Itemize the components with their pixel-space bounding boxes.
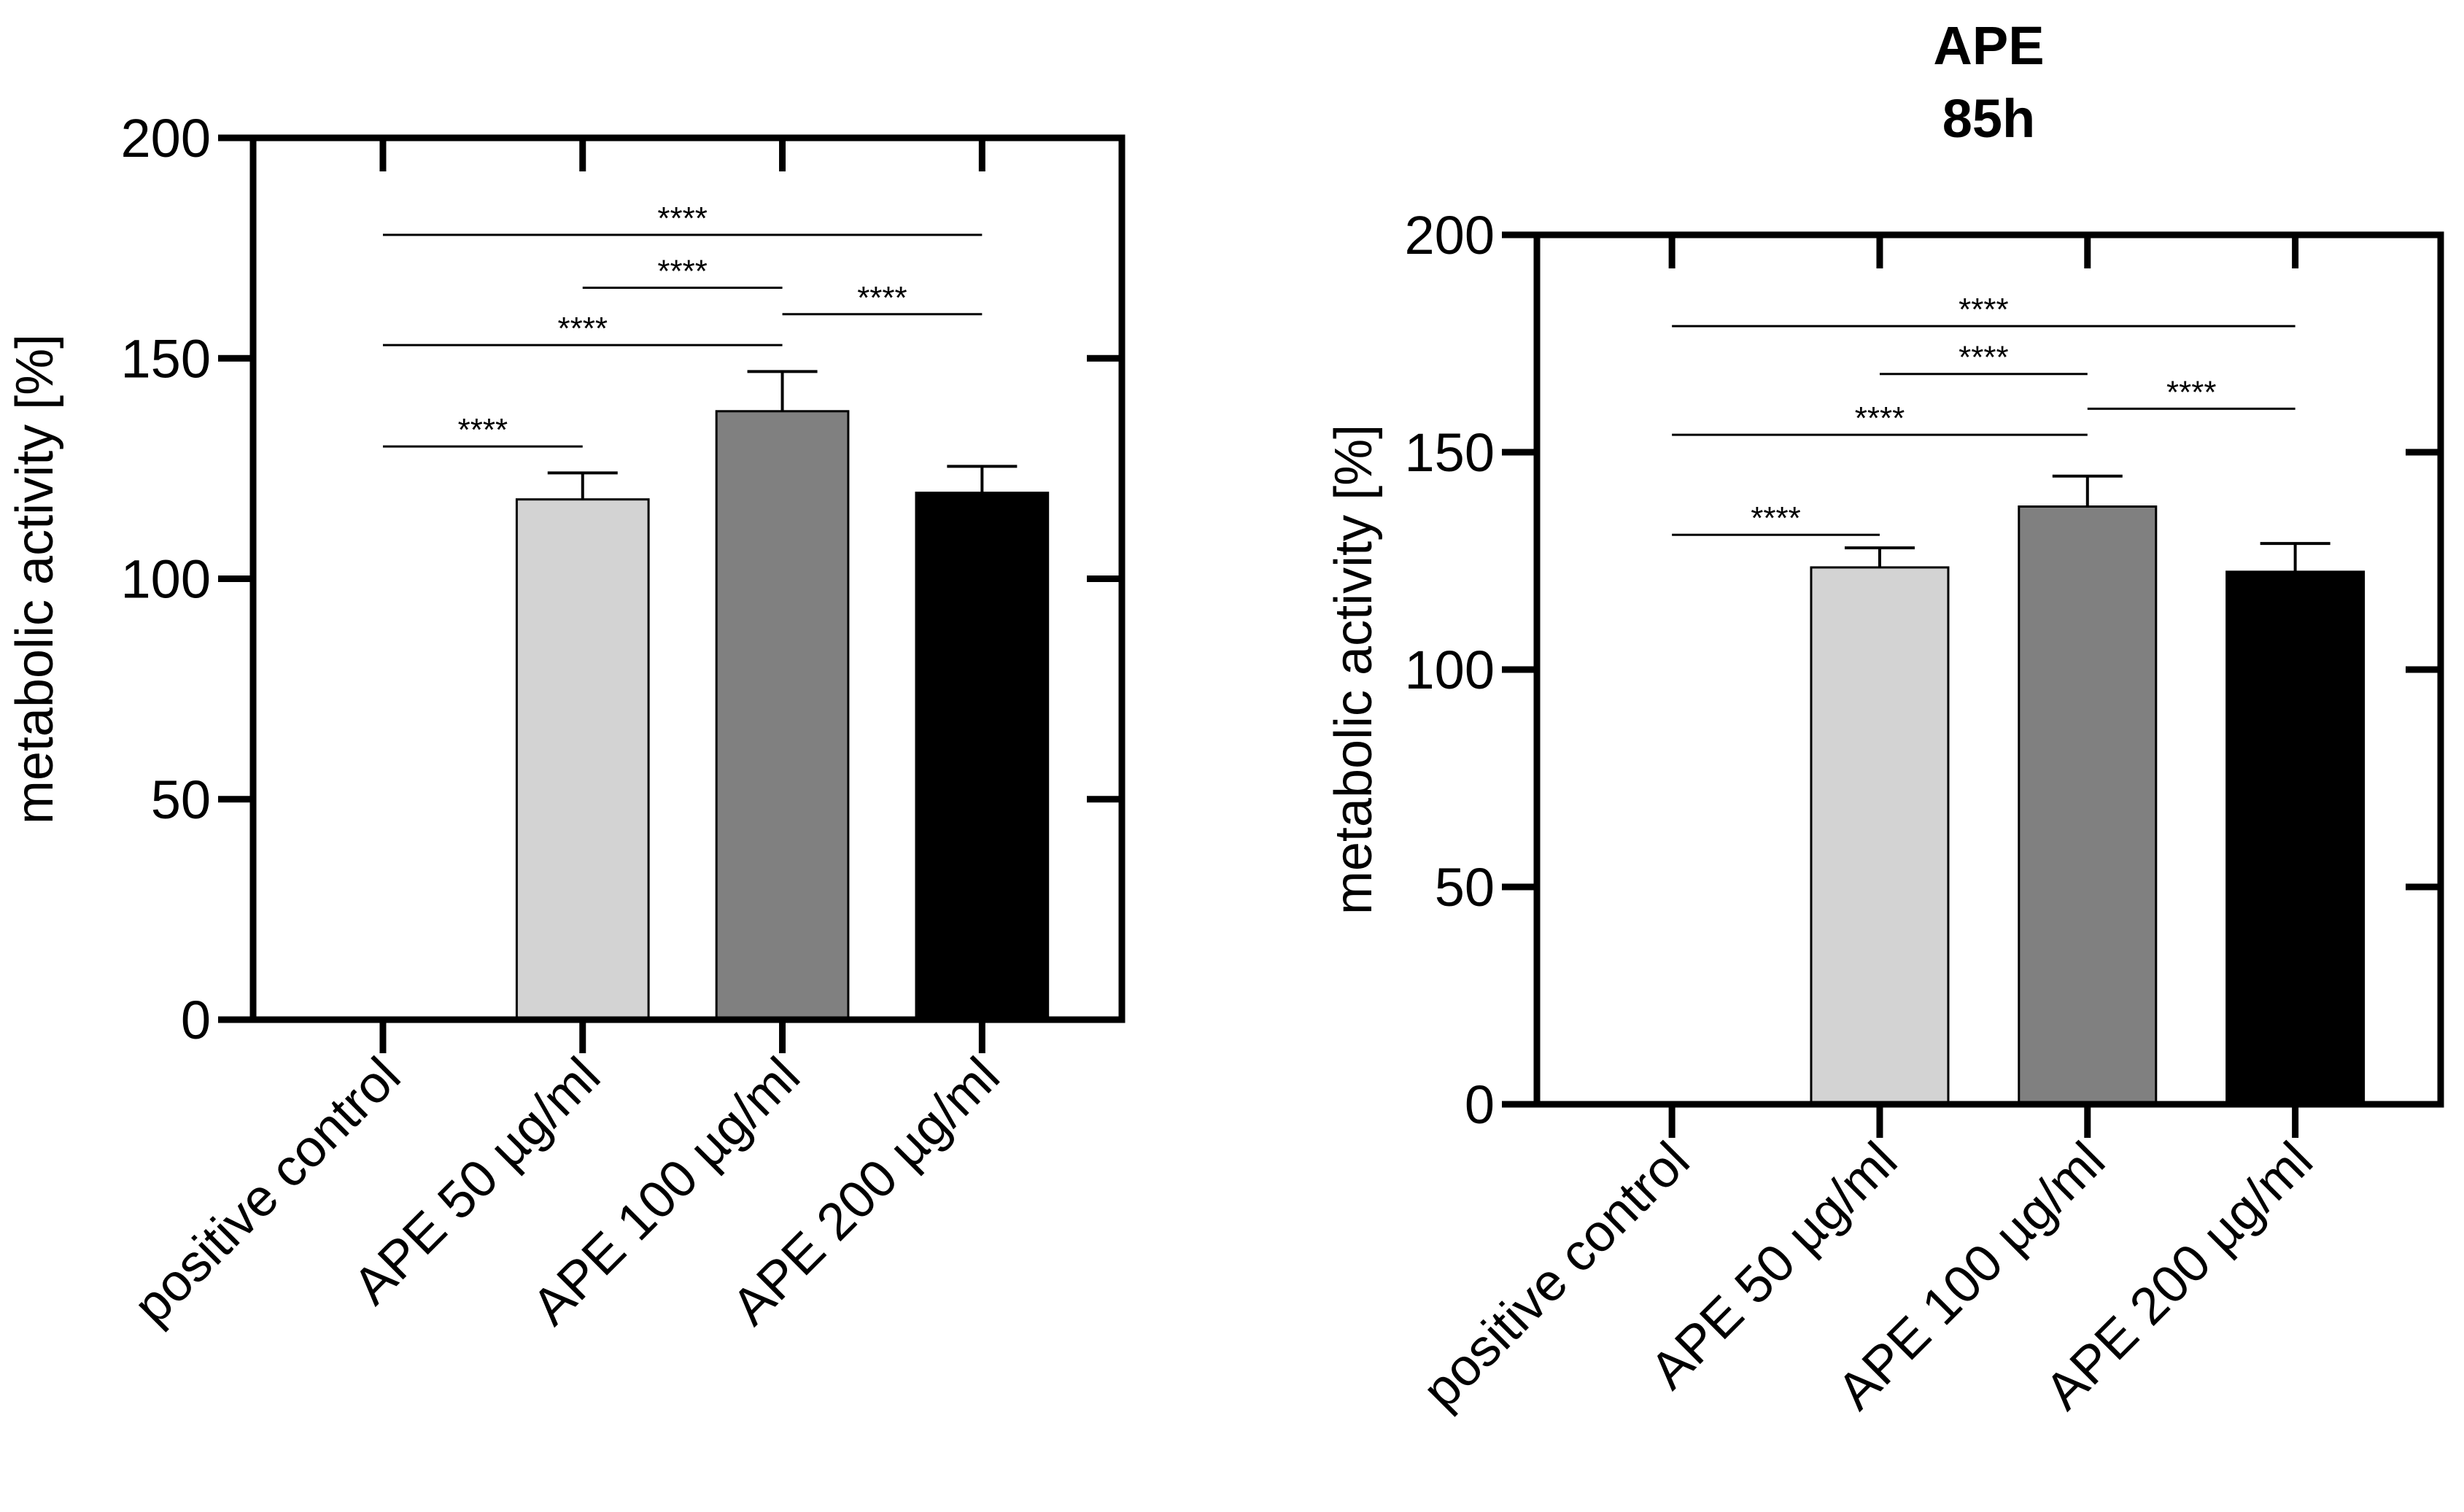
significance-label: ****	[1959, 292, 2009, 327]
significance-label: ****	[657, 254, 708, 290]
y-tick-label: 150	[121, 328, 211, 389]
y-tick-label: 50	[1435, 857, 1495, 918]
chart-title-line: APE	[1933, 15, 2044, 76]
y-tick-label: 0	[1465, 1074, 1495, 1135]
significance-label: ****	[558, 311, 608, 346]
bar	[2225, 570, 2366, 1106]
y-tick-label: 50	[151, 769, 211, 830]
y-axis-title: metabolic activity [%]	[6, 334, 64, 824]
bar	[715, 410, 850, 1021]
y-tick-label: 0	[181, 990, 211, 1050]
bar	[915, 492, 1050, 1021]
bar	[515, 498, 650, 1021]
significance-label: ****	[458, 412, 508, 448]
bar	[1810, 566, 1950, 1106]
y-tick-label: 150	[1405, 422, 1495, 483]
significance-label: ****	[1855, 400, 1905, 436]
significance-label: ****	[2166, 374, 2217, 410]
significance-label: ****	[1959, 340, 2009, 376]
significance-label: ****	[1751, 500, 1801, 536]
significance-label: ****	[657, 201, 708, 236]
significance-label: ****	[857, 280, 907, 316]
y-tick-label: 100	[1405, 640, 1495, 700]
y-tick-label: 200	[121, 108, 211, 168]
chart-title-line: 85h	[1942, 88, 2036, 149]
y-tick-label: 100	[121, 549, 211, 610]
bar	[2018, 505, 2158, 1106]
y-axis-title: metabolic activity [%]	[1325, 424, 1383, 915]
y-tick-label: 200	[1405, 205, 1495, 265]
